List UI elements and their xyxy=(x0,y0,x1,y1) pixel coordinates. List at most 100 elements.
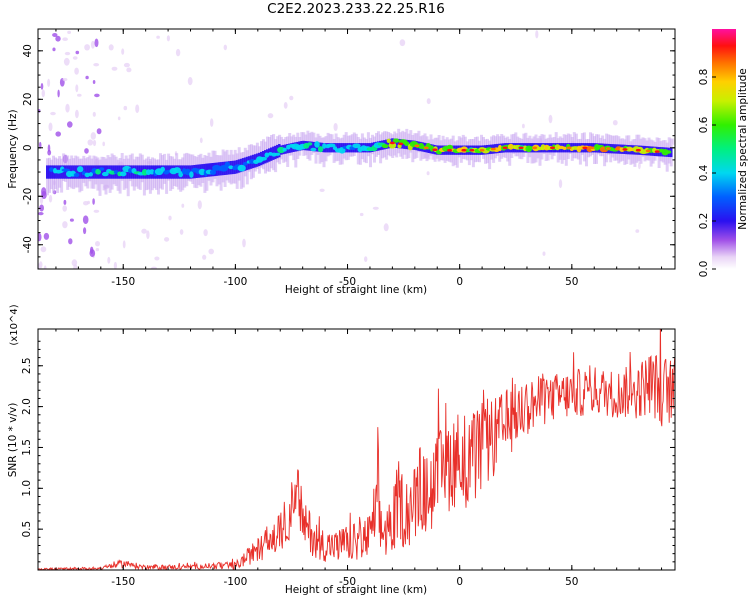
x-tick-label: -50 xyxy=(339,276,356,288)
ridge-peak xyxy=(389,141,395,145)
bottom-x-axis-label: Height of straight line (km) xyxy=(285,584,427,596)
ridge-halo xyxy=(554,132,558,150)
x-tick-label: 0 xyxy=(456,276,463,288)
noise-speck xyxy=(542,251,546,256)
noise-speck xyxy=(242,238,246,248)
colorbar: 0.0 0.2 0.4 0.6 0.8 Normalized spectral ampl… xyxy=(698,29,749,277)
snr-panel: -150 -100 -50 0 50 0.5 1.0 1.5 2.0 2.5 Height of… xyxy=(7,304,676,596)
noise-speck xyxy=(359,212,364,217)
noise-speck xyxy=(39,196,44,205)
y-tick-label: 1.0 xyxy=(21,480,33,497)
ridge-peak xyxy=(447,148,453,152)
noise-speck xyxy=(92,80,96,84)
noise-speck xyxy=(122,240,126,249)
noise-speck xyxy=(75,50,80,55)
ridge-core xyxy=(314,141,320,148)
noise-speck xyxy=(55,35,61,42)
bottom-y-ticks: 0.5 1.0 1.5 2.0 2.5 xyxy=(21,340,675,563)
noise-speck xyxy=(535,30,539,39)
ridge-core xyxy=(666,150,672,154)
ridge-halo xyxy=(665,142,669,172)
ridge-body xyxy=(328,143,332,153)
noise-speck xyxy=(84,44,90,51)
ridge-peak xyxy=(589,146,595,150)
noise-speck xyxy=(522,123,525,129)
ridge-core xyxy=(61,168,71,172)
spectrogram-frame xyxy=(37,28,676,270)
ridge-peak xyxy=(479,148,485,152)
noise-speck xyxy=(77,93,82,97)
noise-speck xyxy=(39,261,43,269)
ridge-peak xyxy=(635,148,641,152)
noise-speck xyxy=(93,62,100,67)
ridge-halo xyxy=(294,136,298,168)
ridge-peak xyxy=(518,146,524,150)
ridge-body xyxy=(62,165,65,179)
ridge-body xyxy=(84,165,88,179)
ridge-core xyxy=(95,168,101,175)
ridge-body xyxy=(50,165,53,179)
y-tick-label: 0 xyxy=(22,144,34,151)
ridge-peak xyxy=(550,146,555,150)
ridge-peak xyxy=(502,146,508,150)
noise-speck xyxy=(426,171,430,176)
noise-speck xyxy=(123,62,130,68)
noise-speck xyxy=(38,212,44,216)
noise-speck xyxy=(52,33,58,37)
noise-speck xyxy=(85,75,89,80)
noise-speck xyxy=(93,209,100,213)
ridge-core xyxy=(322,143,327,149)
noise-speck xyxy=(96,128,102,135)
ridge-core xyxy=(173,167,181,174)
colorbar-tick-label: 0.8 xyxy=(698,69,710,86)
chart-title: C2E2.2023.233.22.25.R16 xyxy=(267,1,445,17)
noise-speck xyxy=(40,246,47,253)
noise-speck xyxy=(166,35,170,42)
noise-speck xyxy=(52,47,56,52)
y-tick-label: 1.5 xyxy=(21,439,33,456)
ridge-peak xyxy=(490,147,496,151)
ridge-core xyxy=(507,143,514,150)
ridge-body xyxy=(308,141,312,151)
ridge-peak xyxy=(461,148,467,152)
noise-speck xyxy=(111,66,118,71)
noise-speck xyxy=(107,256,111,264)
x-tick-label: -100 xyxy=(223,576,247,588)
ridge-core xyxy=(274,152,281,156)
noise-speck xyxy=(72,56,78,60)
ridge-peak xyxy=(414,144,420,148)
noise-speck xyxy=(181,203,185,208)
snr-series-line xyxy=(38,329,675,570)
noise-speck xyxy=(208,248,214,255)
x-tick-label: 50 xyxy=(565,576,578,588)
noise-speck xyxy=(39,141,42,149)
top-y-ticks: -40 -20 0 20 40 xyxy=(22,38,675,270)
noise-speck xyxy=(68,238,73,245)
noise-speck xyxy=(151,266,157,269)
noise-speck xyxy=(67,30,71,34)
x-tick-label: -150 xyxy=(111,576,135,588)
noise-speck xyxy=(55,131,61,137)
noise-speck xyxy=(83,227,87,235)
snr-frame xyxy=(37,328,676,571)
noise-speck xyxy=(82,215,89,224)
colorbar-tick-label: 0.0 xyxy=(698,261,710,278)
noise-speck xyxy=(612,120,618,126)
ridge-peak xyxy=(469,148,475,152)
noise-speck xyxy=(113,261,117,269)
ridge-peak xyxy=(622,148,628,151)
ridge-core xyxy=(102,171,109,177)
noise-speck xyxy=(146,230,150,240)
y-tick-label: 20 xyxy=(22,93,34,106)
x-tick-label: -100 xyxy=(223,276,247,288)
ridge-body xyxy=(276,144,279,159)
ridge-body xyxy=(126,165,130,179)
ridge-peak xyxy=(614,147,620,151)
noise-speck xyxy=(333,123,338,131)
noise-speck xyxy=(75,109,79,119)
noise-speck xyxy=(199,137,203,144)
ridge-body xyxy=(330,143,334,153)
noise-speck xyxy=(90,40,95,49)
bottom-x-ticks: -150 -100 -50 0 50 xyxy=(55,329,663,588)
noise-speck xyxy=(638,162,641,170)
